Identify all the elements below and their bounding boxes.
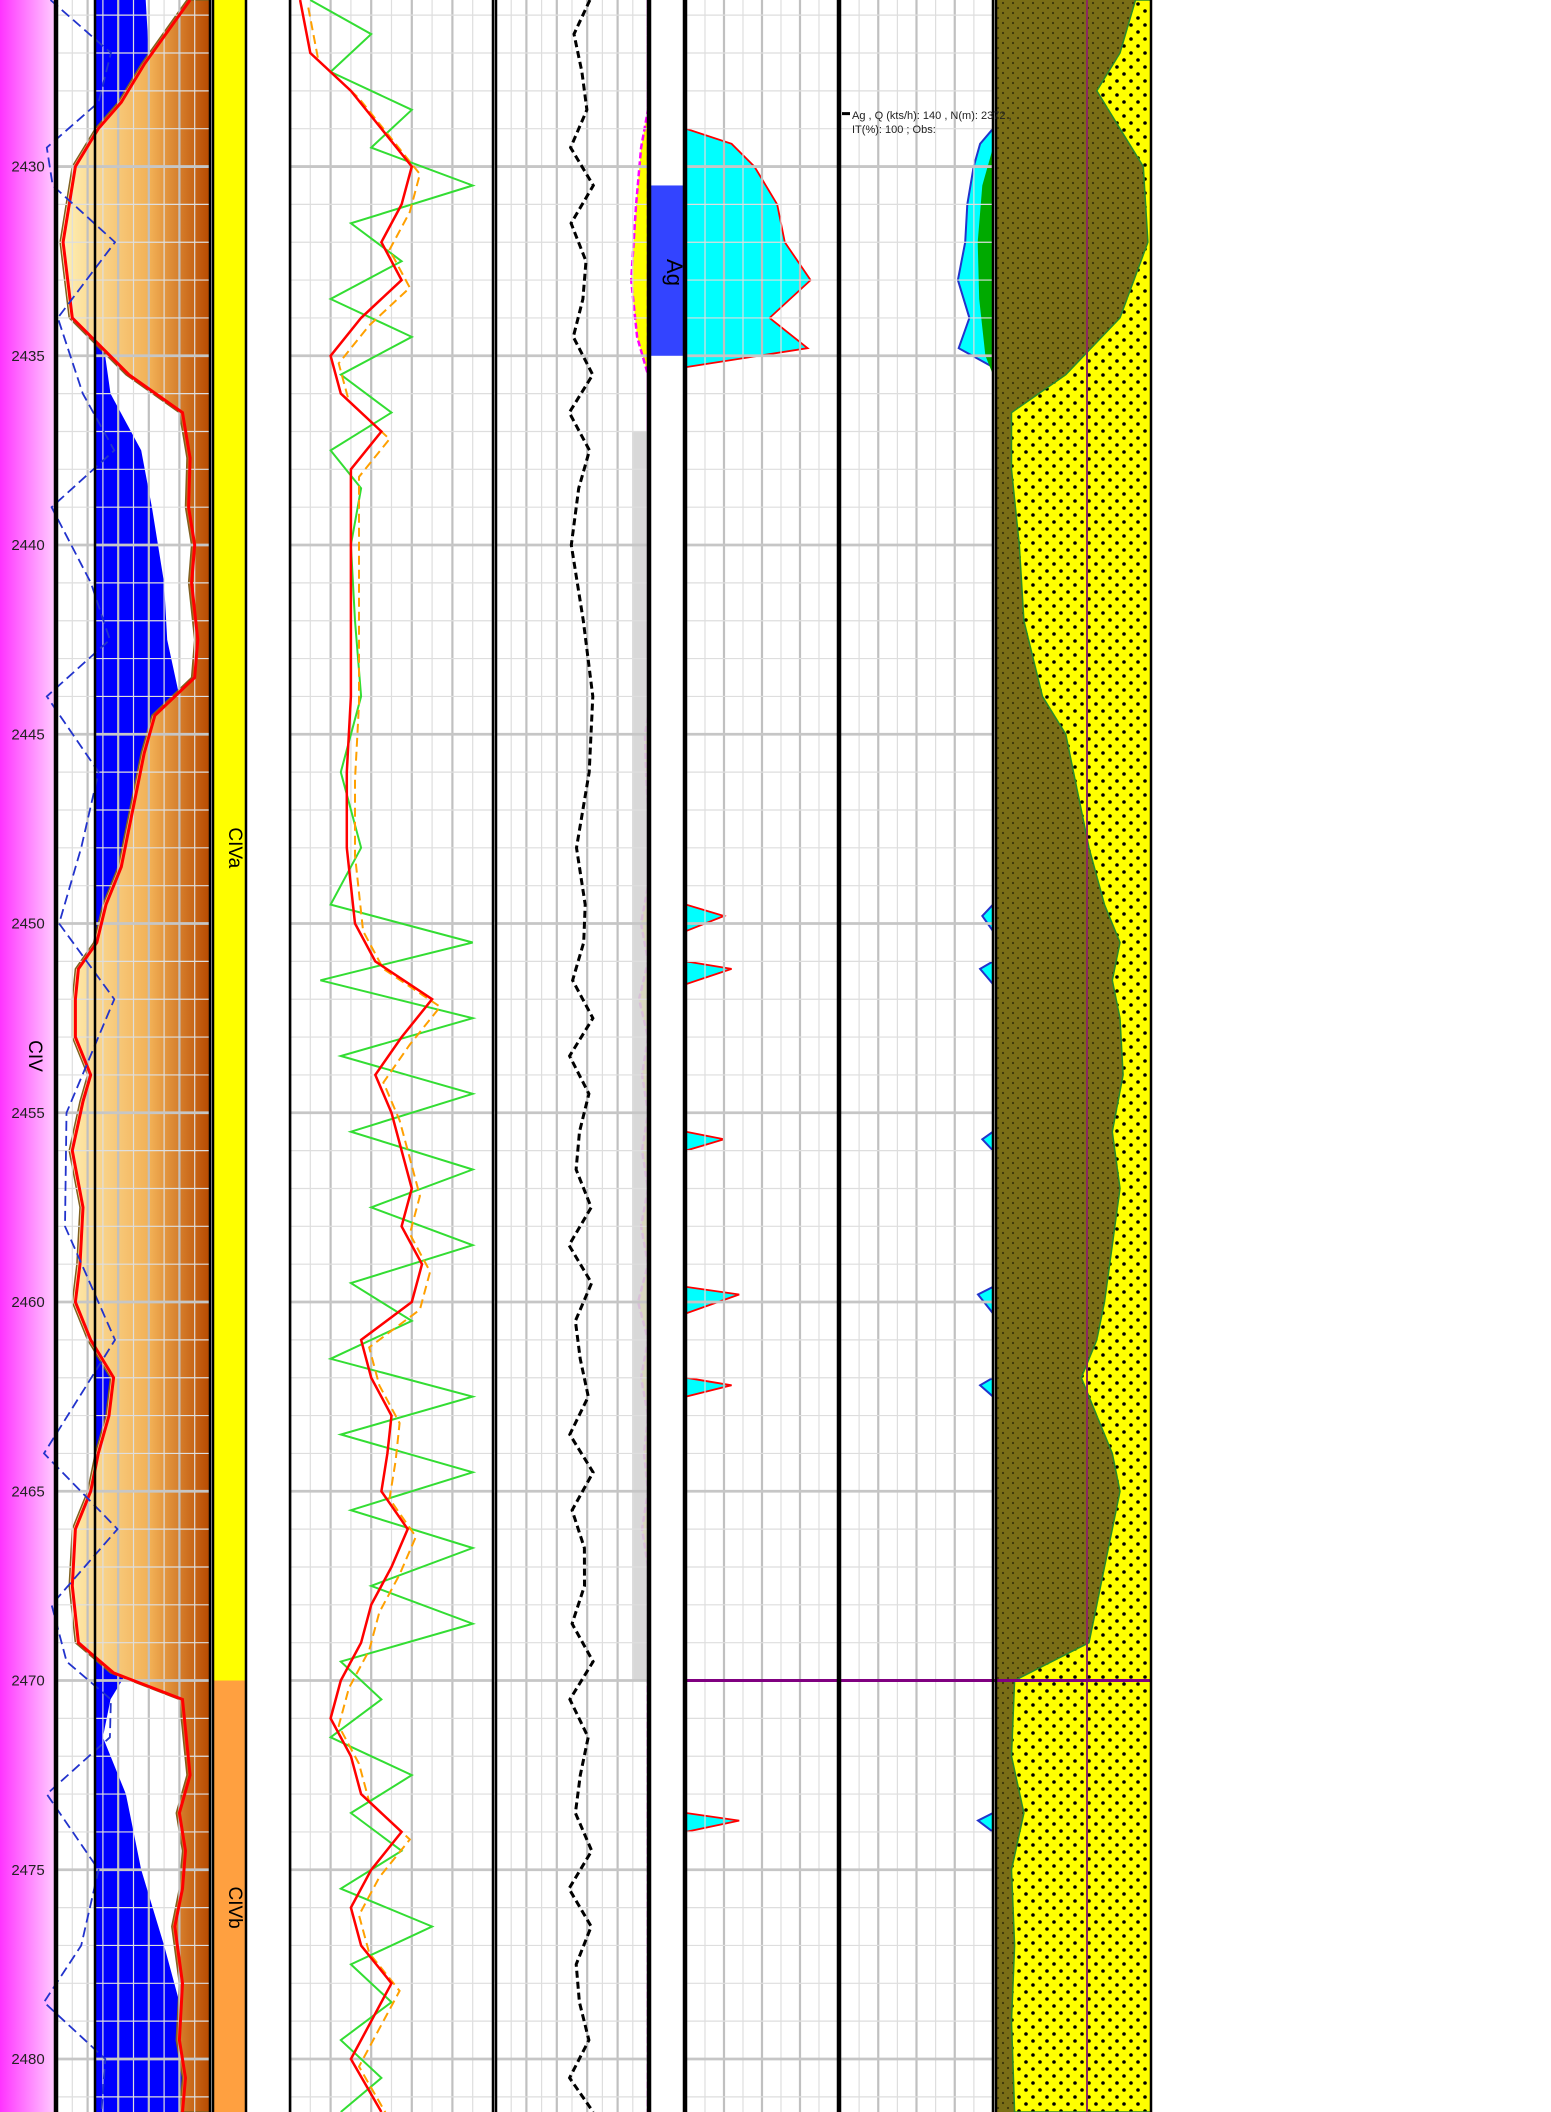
log-curves — [42, 0, 1151, 2112]
sand-fill — [1010, 0, 1152, 2112]
curve-fills — [59, 0, 1152, 2112]
gamma-curve — [61, 0, 200, 2112]
depth-tick-label: 2480 — [11, 2051, 44, 2068]
subzone-bar — [213, 0, 246, 1681]
depth-tick-label: 2445 — [11, 726, 44, 743]
subzone-bar — [213, 1680, 246, 2112]
depth-tick-label: 2455 — [11, 1105, 44, 1122]
track-backgrounds — [0, 0, 684, 2112]
shading-strip — [632, 431, 648, 1681]
black-dashed-curve — [567, 0, 596, 2112]
depth-tick-label: 2435 — [11, 348, 44, 365]
formation-label: CIV — [24, 1040, 45, 1072]
track-grids — [57, 0, 993, 2112]
test-interval-bar — [650, 185, 684, 356]
caliper-curve — [42, 0, 119, 2112]
green-curve — [309, 0, 477, 2112]
formation-bar — [0, 0, 55, 2112]
resistivity-curve — [298, 0, 434, 2112]
depth-tick-label: 2475 — [11, 1862, 44, 1879]
subzone-b-label: CIVb — [224, 1886, 245, 1928]
annotation-marker — [842, 112, 850, 116]
depth-tick-label: 2450 — [11, 916, 44, 933]
depth-tick-label: 2470 — [11, 1673, 44, 1690]
track-borders — [53, 0, 1153, 2112]
orange-curve — [307, 7, 442, 2112]
test-annotation-line2: IT(%): 100 ; Obs: — [852, 124, 936, 136]
spacer-column — [275, 0, 290, 2112]
subzone-a-label: CIVa — [224, 827, 245, 868]
test-annotation-line1: Ag , Q (kts/h): 140 , N(m): 2372 , — [852, 110, 1012, 122]
depth-tick-label: 2465 — [11, 1483, 44, 1500]
depth-tick-label: 2440 — [11, 537, 44, 554]
depth-tick-label: 2460 — [11, 1294, 44, 1311]
depth-tick-label: 2430 — [11, 159, 44, 176]
test-interval-label: Ag — [662, 259, 687, 286]
depth-labels: 2430 2435 2440 2445 2450 2455 2460 2465 2470 2475… — [11, 112, 850, 2068]
